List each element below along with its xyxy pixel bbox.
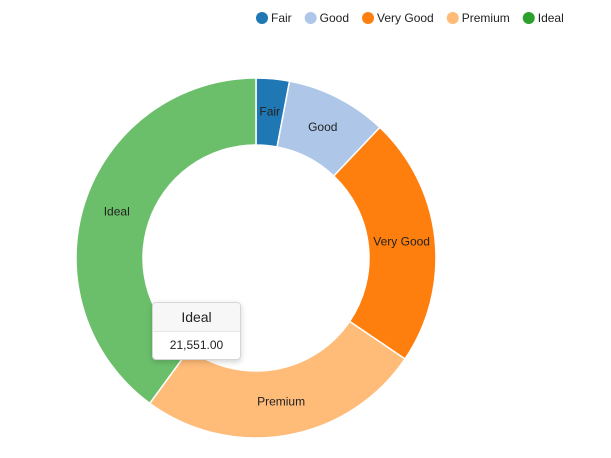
slice-labels: Fair Good Very Good Premium Ideal (104, 104, 430, 408)
slice-premium[interactable] (148, 320, 407, 439)
slice-label-fair: Fair (259, 104, 280, 118)
slices (75, 77, 437, 439)
slice-label-premium: Premium (257, 395, 305, 409)
legend-label-premium: Premium (462, 11, 510, 25)
legend-label-ideal: Ideal (538, 11, 564, 25)
legend-item-fair[interactable]: Fair (256, 11, 292, 25)
legend-item-good[interactable]: Good (304, 11, 349, 25)
legend-swatch-good (304, 12, 317, 24)
legend-swatch-fair (256, 12, 268, 24)
slice-very-good[interactable] (332, 126, 437, 361)
tooltip-title: Ideal (153, 303, 240, 332)
tooltip-value: 21,551.00 (169, 338, 224, 352)
slice-label-good: Good (308, 120, 337, 134)
tooltip: Ideal 21,551.00 (152, 302, 241, 360)
slice-label-ideal: Ideal (104, 205, 130, 219)
legend-label-fair: Fair (271, 11, 292, 25)
slice-label-very-good: Very Good (373, 234, 430, 248)
legend-item-premium[interactable]: Premium (446, 11, 510, 25)
legend-label-good: Good (320, 11, 349, 25)
legend-swatch-ideal (522, 12, 535, 24)
legend-swatch-premium (446, 12, 459, 24)
legend-swatch-very-good (362, 12, 375, 24)
slice-ideal[interactable] (75, 77, 257, 405)
legend-item-very-good[interactable]: Very Good (362, 11, 434, 25)
legend: Fair Good Very Good Premium Ideal (256, 11, 564, 25)
legend-label-very-good: Very Good (377, 11, 434, 25)
legend-item-ideal[interactable]: Ideal (522, 11, 564, 25)
